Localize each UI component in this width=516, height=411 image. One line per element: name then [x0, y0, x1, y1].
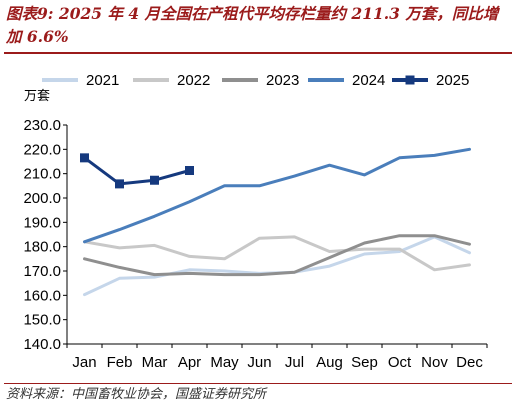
y-tick-label: 190.0 — [23, 214, 61, 231]
y-axis: 140.0 150.0 160.0 170.0 180.0 190.0 200.0 210.0… — [23, 117, 68, 353]
legend-label-2025: 2025 — [436, 72, 469, 89]
x-tick-label: Jun — [247, 354, 271, 371]
x-axis: Jan Feb Mar Apr May Jun Jul Aug Sep Oct Nov Dec — [66, 343, 488, 371]
legend-label-2024: 2024 — [352, 72, 385, 89]
y-tick-label: 160.0 — [23, 287, 61, 304]
series-line-2022 — [83, 235, 471, 272]
series-line-2023 — [83, 234, 471, 277]
x-tick-label: Sep — [351, 354, 378, 371]
legend-label-2023: 2023 — [266, 72, 299, 89]
series-line-2025 — [83, 156, 191, 186]
x-tick-label: Aug — [316, 354, 343, 371]
y-tick-label: 170.0 — [23, 263, 61, 280]
x-tick-label: Nov — [421, 354, 448, 371]
x-tick-label: Jul — [285, 354, 304, 371]
data-point-2025 — [80, 153, 89, 163]
title-divider — [4, 52, 512, 54]
series-line-2024 — [83, 147, 471, 244]
y-axis-unit-label: 万套 — [24, 88, 50, 104]
chart-legend: 2021 2022 2023 2024 2025 — [42, 72, 469, 89]
y-tick-label: 230.0 — [23, 117, 61, 134]
y-tick-label: 220.0 — [23, 141, 61, 158]
x-tick-label: Dec — [456, 354, 483, 371]
y-tick-label: 150.0 — [23, 312, 61, 329]
y-tick-label: 180.0 — [23, 239, 61, 256]
y-tick-label: 210.0 — [23, 166, 61, 183]
x-tick-label: Oct — [388, 354, 412, 371]
x-tick-label: Mar — [142, 354, 168, 371]
source-divider — [4, 383, 512, 384]
y-tick-label: 140.0 — [23, 336, 61, 353]
legend-marker-2025 — [405, 75, 415, 85]
legend-label-2022: 2022 — [177, 72, 210, 89]
x-tick-label: Feb — [107, 354, 133, 371]
x-tick-label: May — [210, 354, 239, 371]
data-point-2025 — [150, 175, 159, 185]
source-note: 资料来源：中国畜牧业协会，国盛证券研究所 — [6, 387, 267, 402]
legend-label-2021: 2021 — [86, 72, 119, 89]
x-tick-label: Apr — [178, 354, 201, 371]
chart-title: 图表9: 2025 年 4 月全国在产租代平均存栏量约 211.3 万套，同比增… — [6, 4, 499, 46]
series-group — [80, 147, 471, 297]
data-point-2025 — [185, 166, 194, 176]
y-tick-label: 200.0 — [23, 190, 61, 207]
x-tick-label: Jan — [72, 354, 96, 371]
data-point-2025 — [115, 179, 124, 189]
